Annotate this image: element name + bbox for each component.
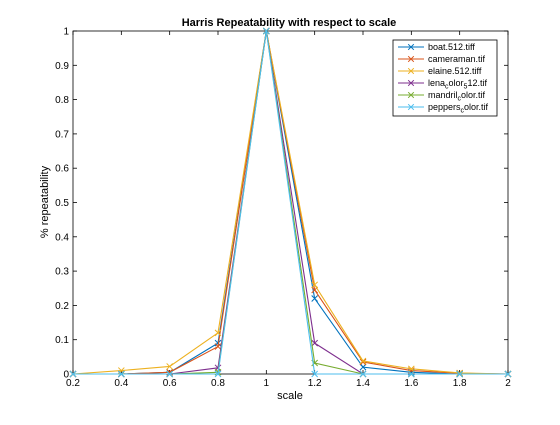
data-point-marker bbox=[214, 329, 222, 337]
series-5 bbox=[69, 27, 512, 378]
y-axis-label: % repeatability bbox=[39, 165, 51, 238]
y-tick-label: 0.9 bbox=[55, 61, 69, 72]
y-tick-label: 0 bbox=[63, 370, 69, 381]
data-point-marker bbox=[311, 370, 319, 378]
legend-marker bbox=[407, 79, 415, 87]
y-tick-label: 0.1 bbox=[55, 335, 69, 346]
data-point-marker bbox=[407, 370, 415, 378]
data-point-marker bbox=[359, 363, 367, 371]
data-point-marker bbox=[359, 357, 367, 365]
data-point-marker bbox=[359, 358, 367, 366]
series-line bbox=[73, 30, 508, 375]
x-tick-label: 0.4 bbox=[114, 378, 128, 389]
legend-marker bbox=[407, 55, 415, 63]
data-point-marker bbox=[69, 370, 77, 378]
x-tick-label: 2 bbox=[505, 378, 511, 389]
legend-box bbox=[392, 39, 498, 117]
data-point-marker bbox=[456, 370, 464, 378]
legend-marker bbox=[407, 67, 415, 75]
y-tick-label: 0.2 bbox=[55, 301, 69, 312]
data-point-marker bbox=[504, 370, 512, 378]
series-layer bbox=[69, 27, 512, 378]
data-point-marker bbox=[359, 370, 367, 378]
data-point-marker bbox=[166, 363, 174, 370]
series-line bbox=[72, 30, 509, 375]
legend-item: elaine.512.tiff bbox=[398, 66, 482, 76]
legend-marker bbox=[407, 103, 415, 111]
x-axis: 0.2 0.4 0.6 0.8 1 1.2 1.4 1.6 1.8 2 bbox=[66, 31, 511, 389]
y-axis: 0 0.1 0.2 0.3 0.4 0.5 0.6 0.7 0.8 0.9 1 bbox=[55, 27, 508, 381]
y-tick-label: 0.6 bbox=[55, 164, 69, 175]
y-tick-label: 1 bbox=[63, 27, 69, 38]
legend-item: lenacolor512.tif bbox=[398, 78, 487, 91]
y-tick-label: 0.4 bbox=[55, 232, 69, 243]
data-point-marker bbox=[214, 370, 222, 378]
legend-label: pepperscolor.tif bbox=[428, 102, 489, 115]
chart-title: Harris Repeatability with respect to sca… bbox=[182, 17, 397, 29]
x-tick-label: 0.2 bbox=[66, 378, 80, 389]
data-point-marker bbox=[311, 339, 319, 347]
data-point-marker bbox=[407, 365, 415, 373]
legend-marker bbox=[407, 43, 415, 51]
data-point-marker bbox=[262, 27, 270, 35]
legend-label: elaine.512.tiff bbox=[428, 66, 482, 76]
legend-label: lenacolor512.tif bbox=[428, 78, 487, 91]
y-tick-label: 0.8 bbox=[55, 95, 69, 106]
x-tick-label: 1.2 bbox=[308, 378, 322, 389]
data-point-marker bbox=[166, 370, 174, 378]
x-tick-label: 0.8 bbox=[211, 378, 225, 389]
x-tick-label: 1 bbox=[264, 378, 270, 389]
y-tick-label: 0.5 bbox=[55, 198, 69, 209]
legend-label: cameraman.tif bbox=[428, 54, 486, 64]
data-point-marker bbox=[311, 295, 319, 302]
legend-label: mandrilcolor.tif bbox=[428, 90, 486, 103]
x-tick-label: 1.4 bbox=[356, 378, 370, 389]
legend-item: boat.512.tiff bbox=[398, 42, 475, 52]
data-point-marker bbox=[117, 370, 125, 378]
x-tick-label: 1.8 bbox=[453, 378, 467, 389]
data-point-marker bbox=[456, 369, 464, 377]
x-tick-label: 1.6 bbox=[404, 378, 418, 389]
legend-marker bbox=[407, 91, 415, 99]
legend: boat.512.tiff cameraman.tif elaine.512.tif… bbox=[392, 39, 498, 117]
legend-item: pepperscolor.tif bbox=[398, 102, 489, 115]
data-point-marker bbox=[214, 343, 222, 350]
legend-item: mandrilcolor.tif bbox=[398, 90, 486, 103]
legend-item: cameraman.tif bbox=[398, 54, 486, 64]
x-axis-label: scale bbox=[277, 390, 303, 402]
x-tick-label: 0.6 bbox=[163, 378, 177, 389]
legend-label: boat.512.tiff bbox=[428, 42, 475, 52]
y-tick-label: 0.7 bbox=[55, 129, 69, 140]
data-point-marker bbox=[311, 281, 319, 289]
y-tick-label: 0.3 bbox=[55, 267, 69, 278]
